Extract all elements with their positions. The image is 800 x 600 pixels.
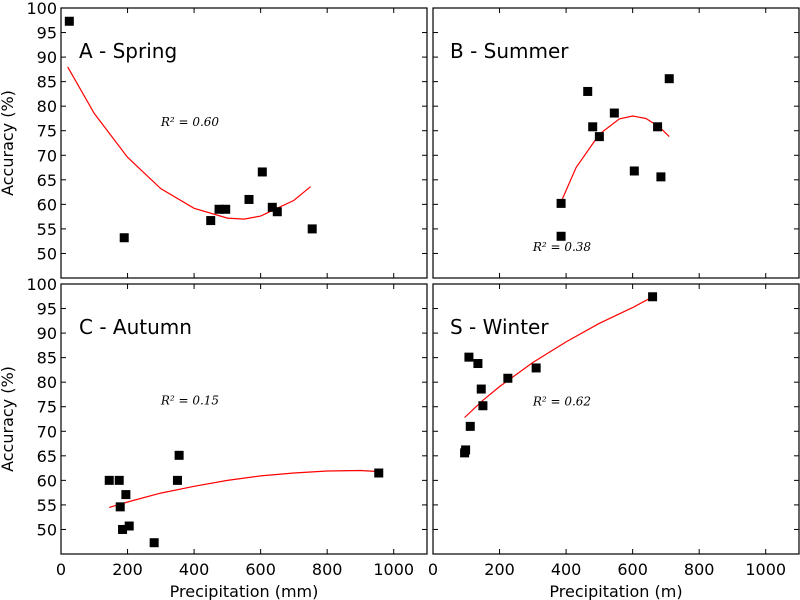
fit-curve bbox=[109, 469, 378, 508]
data-point bbox=[656, 172, 666, 182]
y-tick-label: 55 bbox=[37, 496, 57, 515]
data-point bbox=[503, 373, 513, 383]
panel-frame bbox=[432, 283, 800, 555]
y-tick-label: 65 bbox=[37, 447, 57, 466]
panel-frame bbox=[60, 7, 428, 279]
y-tick-label: 75 bbox=[37, 122, 57, 141]
y-axis-label: Accuracy (%) bbox=[0, 366, 17, 472]
x-tick-label: 200 bbox=[484, 560, 515, 579]
x-tick-label: 1000 bbox=[745, 560, 786, 579]
data-point bbox=[464, 352, 474, 362]
data-point bbox=[174, 450, 184, 460]
data-point bbox=[104, 475, 114, 485]
r-squared-label: R² = 0.62 bbox=[532, 395, 591, 409]
r-squared-label: R² = 0.15 bbox=[160, 393, 219, 407]
data-point bbox=[653, 122, 663, 132]
y-tick-label: 60 bbox=[37, 195, 57, 214]
panel-title: B - Summer bbox=[450, 39, 569, 63]
data-point bbox=[664, 74, 674, 84]
data-point bbox=[272, 207, 282, 217]
x-tick-label: 800 bbox=[312, 560, 343, 579]
panel-frame bbox=[432, 7, 800, 279]
panel-4: 0 200 400 600 800 1000 Precipitation (m) S - Wi… bbox=[428, 283, 800, 600]
data-point bbox=[221, 204, 231, 214]
x-tick-label: 400 bbox=[551, 560, 582, 579]
data-point bbox=[267, 202, 277, 212]
data-point bbox=[648, 292, 658, 302]
y-tick-label: 85 bbox=[37, 349, 57, 368]
fit-curve bbox=[67, 66, 311, 220]
y-tick-label: 75 bbox=[37, 398, 57, 417]
fit-curve bbox=[560, 115, 670, 203]
x-tick-label: 0 bbox=[428, 560, 438, 579]
data-point bbox=[594, 132, 604, 142]
y-tick-label: 90 bbox=[37, 324, 57, 343]
x-tick-label: 600 bbox=[245, 560, 276, 579]
data-point bbox=[214, 204, 224, 214]
y-tick-label: 80 bbox=[37, 373, 57, 392]
data-point bbox=[476, 384, 486, 394]
y-tick-label: 60 bbox=[37, 471, 57, 490]
r-squared-label: R² = 0.60 bbox=[160, 115, 220, 129]
x-tick-label: 600 bbox=[617, 560, 648, 579]
panel-1: 50 55 60 65 70 75 80 85 90 95 100 Accuracy (%) A - S… bbox=[0, 0, 428, 279]
y-tick-label: 90 bbox=[37, 48, 57, 67]
y-tick-label: 100 bbox=[26, 0, 57, 18]
r-squared-label: R² = 0.38 bbox=[532, 240, 592, 254]
panel-frame bbox=[60, 283, 428, 555]
y-tick-label: 55 bbox=[37, 220, 57, 239]
data-point bbox=[629, 166, 639, 176]
x-tick-label: 400 bbox=[179, 560, 210, 579]
y-tick-label: 95 bbox=[37, 24, 57, 43]
x-tick-label: 1000 bbox=[373, 560, 414, 579]
x-tick-label: 200 bbox=[112, 560, 143, 579]
y-tick-label: 100 bbox=[26, 275, 57, 294]
data-point bbox=[588, 122, 598, 132]
data-point bbox=[465, 421, 475, 431]
y-tick-label: 50 bbox=[37, 520, 57, 539]
data-point bbox=[118, 524, 128, 534]
y-tick-label: 65 bbox=[37, 171, 57, 190]
data-point bbox=[609, 108, 619, 118]
data-point bbox=[307, 224, 317, 234]
data-point bbox=[461, 445, 471, 455]
panel-title: C - Autumn bbox=[79, 315, 192, 339]
data-point bbox=[583, 86, 593, 96]
data-point bbox=[64, 16, 74, 26]
data-point bbox=[374, 468, 384, 478]
data-point bbox=[172, 475, 182, 485]
x-axis-label: Precipitation (m) bbox=[549, 582, 682, 600]
data-point bbox=[244, 194, 254, 204]
data-point bbox=[556, 198, 566, 208]
data-point bbox=[206, 216, 216, 226]
data-point bbox=[119, 233, 129, 243]
data-point bbox=[531, 363, 541, 373]
panel-2: B - Summer R² = 0.38 bbox=[432, 7, 800, 279]
data-point bbox=[115, 502, 125, 512]
data-point bbox=[114, 475, 124, 485]
data-point bbox=[257, 167, 267, 177]
y-tick-label: 50 bbox=[37, 244, 57, 263]
fit-curve bbox=[464, 296, 653, 418]
x-tick-label: 800 bbox=[684, 560, 715, 579]
data-point bbox=[478, 401, 488, 411]
x-tick-label: 0 bbox=[56, 560, 66, 579]
panel-title: S - Winter bbox=[450, 315, 549, 339]
panel-title: A - Spring bbox=[79, 39, 177, 63]
y-tick-label: 70 bbox=[37, 146, 57, 165]
y-tick-label: 70 bbox=[37, 422, 57, 441]
data-point bbox=[124, 521, 134, 531]
y-tick-label: 95 bbox=[37, 300, 57, 319]
data-point bbox=[149, 538, 159, 548]
y-tick-label: 85 bbox=[37, 73, 57, 92]
data-point bbox=[556, 231, 566, 241]
x-axis-label: Precipitation (mm) bbox=[170, 582, 319, 600]
data-point bbox=[121, 490, 131, 500]
y-axis-label: Accuracy (%) bbox=[0, 90, 17, 196]
data-point bbox=[473, 359, 483, 369]
y-tick-label: 80 bbox=[37, 97, 57, 116]
